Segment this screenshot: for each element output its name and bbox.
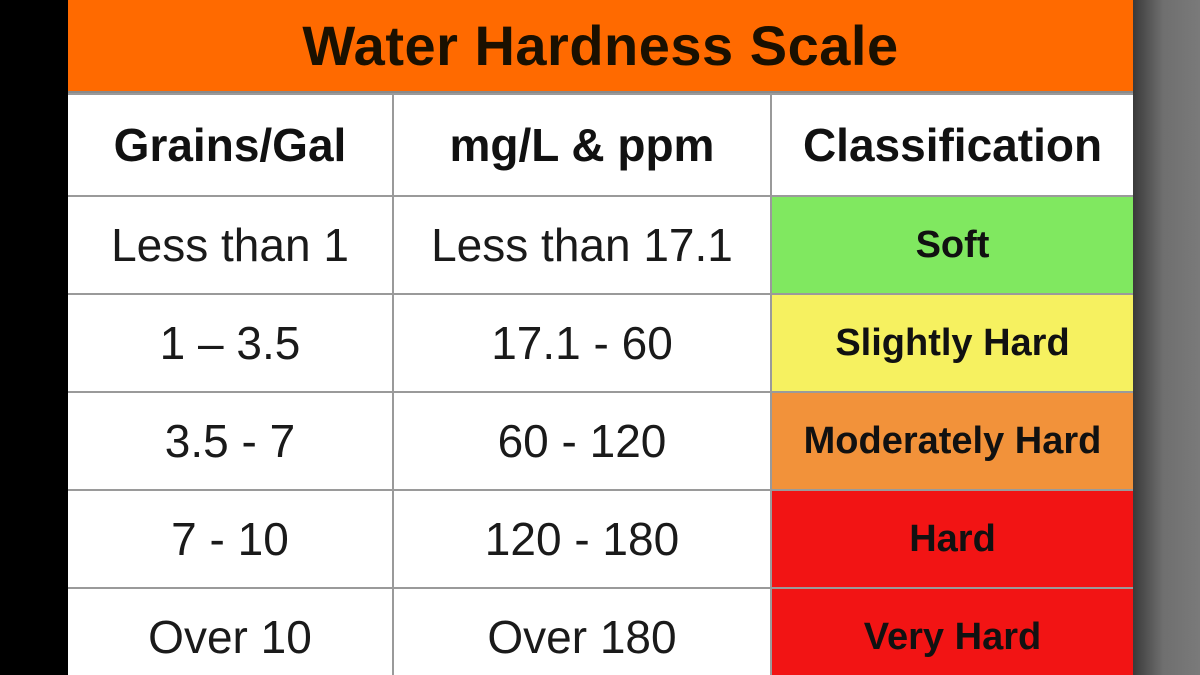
right-margin [1133,0,1200,675]
cell-classification: Slightly Hard [770,293,1133,393]
cell-mgl: 120 - 180 [392,489,772,589]
header-classification: Classification [770,93,1133,197]
cell-grains: Less than 1 [68,195,394,295]
table-row: Over 10 Over 180 Very Hard [68,587,1133,675]
cell-mgl: Less than 17.1 [392,195,772,295]
cell-mgl: 60 - 120 [392,391,772,491]
cell-grains: 1 – 3.5 [68,293,394,393]
table-row: 1 – 3.5 17.1 - 60 Slightly Hard [68,293,1133,393]
cell-grains: Over 10 [68,587,394,675]
hardness-chart: Water Hardness Scale Grains/Gal mg/L & p… [68,0,1133,675]
header-row: Grains/Gal mg/L & ppm Classification [68,93,1133,197]
left-margin [0,0,68,675]
cell-classification: Hard [770,489,1133,589]
table-row: 7 - 10 120 - 180 Hard [68,489,1133,589]
table-row: 3.5 - 7 60 - 120 Moderately Hard [68,391,1133,491]
cell-classification: Moderately Hard [770,391,1133,491]
cell-mgl: Over 180 [392,587,772,675]
header-mgl: mg/L & ppm [392,93,772,197]
table-row: Less than 1 Less than 17.1 Soft [68,195,1133,295]
header-grains: Grains/Gal [68,93,394,197]
cell-classification: Very Hard [770,587,1133,675]
cell-mgl: 17.1 - 60 [392,293,772,393]
cell-grains: 7 - 10 [68,489,394,589]
chart-title: Water Hardness Scale [302,14,899,77]
title-bar: Water Hardness Scale [68,0,1133,93]
hardness-table: Grains/Gal mg/L & ppm Classification Les… [68,93,1133,675]
cell-classification: Soft [770,195,1133,295]
cell-grains: 3.5 - 7 [68,391,394,491]
